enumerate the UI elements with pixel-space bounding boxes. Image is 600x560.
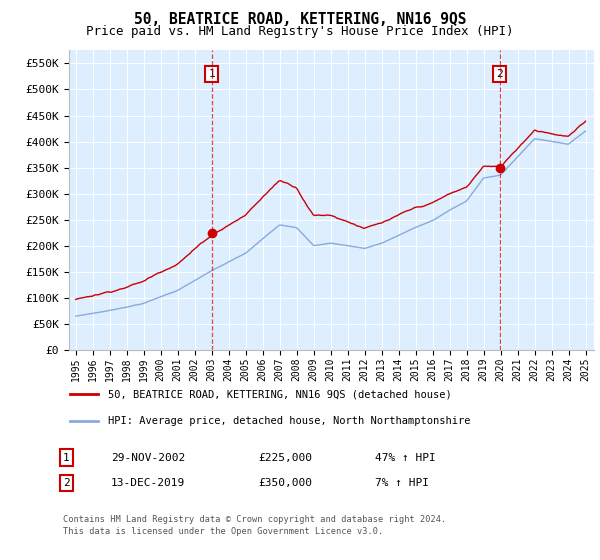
Text: £350,000: £350,000 xyxy=(258,478,312,488)
Text: 2: 2 xyxy=(63,478,70,488)
Text: HPI: Average price, detached house, North Northamptonshire: HPI: Average price, detached house, Nort… xyxy=(108,416,470,426)
Text: 13-DEC-2019: 13-DEC-2019 xyxy=(111,478,185,488)
Text: 47% ↑ HPI: 47% ↑ HPI xyxy=(375,452,436,463)
Text: 1: 1 xyxy=(63,452,70,463)
Text: 50, BEATRICE ROAD, KETTERING, NN16 9QS: 50, BEATRICE ROAD, KETTERING, NN16 9QS xyxy=(134,12,466,27)
Text: £225,000: £225,000 xyxy=(258,452,312,463)
Text: Price paid vs. HM Land Registry's House Price Index (HPI): Price paid vs. HM Land Registry's House … xyxy=(86,25,514,38)
Text: 2: 2 xyxy=(496,69,503,79)
Text: This data is licensed under the Open Government Licence v3.0.: This data is licensed under the Open Gov… xyxy=(63,528,383,536)
Text: 29-NOV-2002: 29-NOV-2002 xyxy=(111,452,185,463)
Text: 7% ↑ HPI: 7% ↑ HPI xyxy=(375,478,429,488)
Text: 50, BEATRICE ROAD, KETTERING, NN16 9QS (detached house): 50, BEATRICE ROAD, KETTERING, NN16 9QS (… xyxy=(108,389,452,399)
Text: 1: 1 xyxy=(208,69,215,79)
Text: Contains HM Land Registry data © Crown copyright and database right 2024.: Contains HM Land Registry data © Crown c… xyxy=(63,515,446,524)
